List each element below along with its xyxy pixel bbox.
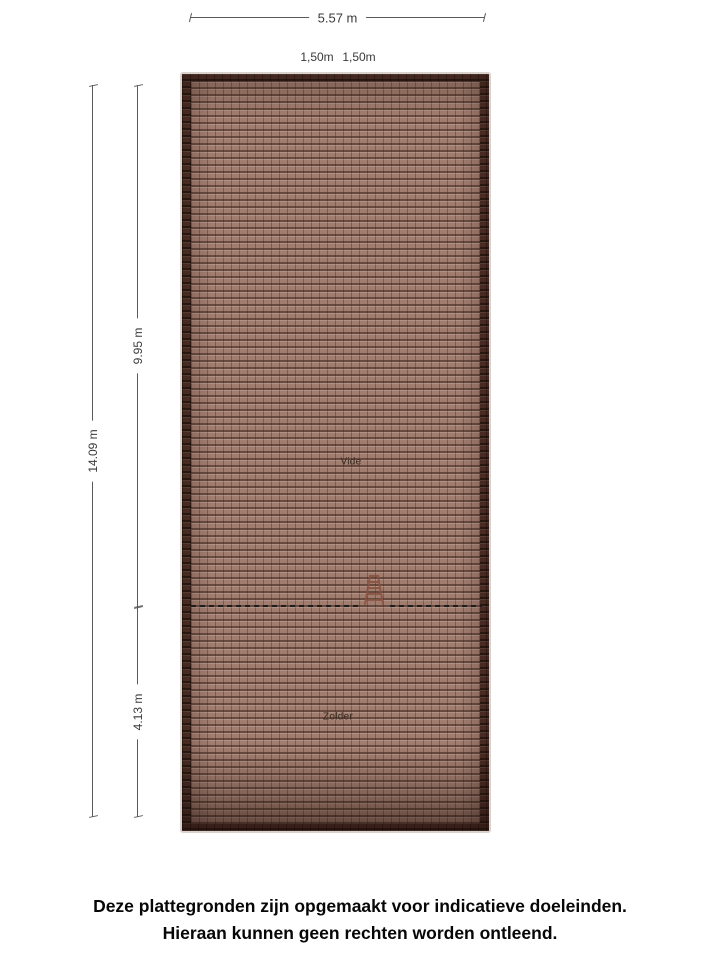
dimension-label-upper-height: 9.95 m xyxy=(129,318,147,374)
dimension-label-sub-width-left: 1,50m xyxy=(300,50,334,64)
room-label-vide: Vide xyxy=(340,456,362,468)
section-separator-dashed-left xyxy=(191,605,358,607)
dimension-line-total-height: 14.09 m xyxy=(84,84,102,818)
dimension-label-lower-height: 4.13 m xyxy=(129,684,147,740)
roof-tiles-field xyxy=(191,82,480,824)
dimension-label-total-width: 5.57 m xyxy=(308,10,367,26)
dimension-tick xyxy=(133,815,144,818)
dimension-tick xyxy=(482,13,487,22)
section-separator-dashed-right xyxy=(390,605,482,607)
ladder-icon xyxy=(364,575,384,605)
disclaimer-line-2: Hieraan kunnen geen rechten worden ontle… xyxy=(162,923,558,943)
dimension-tick xyxy=(133,606,144,609)
dimension-line-total-width: 5.57 m xyxy=(188,10,487,26)
dimension-tick xyxy=(88,84,99,87)
disclaimer-line-1: Deze plattegronden zijn opgemaakt voor i… xyxy=(93,896,627,916)
disclaimer-text: Deze plattegronden zijn opgemaakt voor i… xyxy=(0,893,720,947)
dimension-tick xyxy=(88,815,99,818)
dimension-line-upper-height: 9.95 m xyxy=(129,84,147,608)
dimension-label-total-height: 14.09 m xyxy=(84,420,102,482)
dimension-label-sub-width-right: 1,50m xyxy=(342,50,376,64)
dimension-tick xyxy=(133,84,144,87)
room-label-zolder: Zolder xyxy=(322,711,354,723)
dimension-tick xyxy=(188,13,193,22)
dimension-line-lower-height: 4.13 m xyxy=(129,606,147,818)
roof-plan-area xyxy=(180,72,491,833)
